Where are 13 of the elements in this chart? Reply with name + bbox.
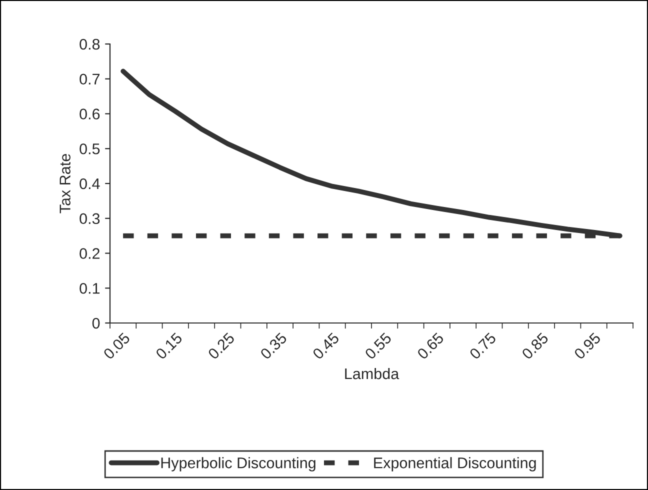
legend-label: Hyperbolic Discounting bbox=[161, 457, 316, 472]
y-tick-label: 0.2 bbox=[80, 248, 100, 259]
y-axis-title: Tax Rate bbox=[60, 154, 70, 214]
y-tick-label: 0.1 bbox=[80, 282, 100, 294]
y-tick-label: 0.3 bbox=[80, 213, 100, 224]
y-tick-label: 0.7 bbox=[80, 74, 100, 85]
y-tick-label: 0.8 bbox=[80, 38, 100, 50]
y-tick-label: 0.6 bbox=[80, 108, 100, 120]
x-axis-title: Lambda bbox=[345, 368, 400, 380]
legend-label: Exponential Discounting bbox=[374, 457, 536, 472]
y-tick-label: 0.4 bbox=[80, 178, 100, 190]
y-tick-label: 0 bbox=[92, 318, 100, 329]
y-tick-label: 0.5 bbox=[80, 143, 100, 154]
